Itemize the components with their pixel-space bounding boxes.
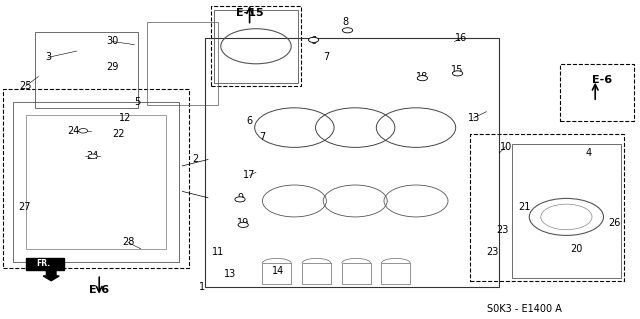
Text: 6: 6 [310,36,317,47]
Text: 12: 12 [118,113,131,123]
Text: 25: 25 [19,81,32,91]
Bar [302,263,331,284]
Text: 9: 9 [237,193,243,203]
Text: 2: 2 [192,154,198,165]
Text: 28: 28 [122,237,134,248]
Bar [560,64,634,121]
Text: 24: 24 [67,126,80,136]
Text: E-15: E-15 [236,8,264,18]
Text: E-6: E-6 [89,285,109,295]
Bar [26,115,166,249]
Text: 20: 20 [570,244,582,254]
Bar [211,6,301,86]
Text: 29: 29 [106,62,118,72]
Bar [262,263,291,284]
Circle shape [88,154,97,159]
Text: 13: 13 [467,113,480,123]
Text: 15: 15 [451,65,464,75]
Text: 7: 7 [323,52,330,63]
Text: 7: 7 [259,132,266,142]
Text: E-6: E-6 [591,75,612,85]
Circle shape [417,76,428,81]
Text: 8: 8 [342,17,349,27]
Text: 26: 26 [608,218,621,228]
Text: 27: 27 [18,202,31,212]
Text: 22: 22 [112,129,125,139]
Text: 23: 23 [496,225,509,235]
Bar [342,263,371,284]
Text: 6: 6 [246,116,253,126]
Text: 16: 16 [454,33,467,43]
Text: 11: 11 [211,247,224,257]
Text: 23: 23 [486,247,499,257]
Text: 5: 5 [134,97,141,107]
Text: S0K3 - E1400 A: S0K3 - E1400 A [488,304,562,315]
Bar [26,258,64,270]
Text: 17: 17 [243,170,256,181]
Text: 1: 1 [198,282,205,292]
Circle shape [452,71,463,76]
Text: 13: 13 [224,269,237,279]
Circle shape [235,197,245,202]
Text: 30: 30 [106,36,118,47]
Text: 19: 19 [237,218,250,228]
Circle shape [238,222,248,227]
Text: 24: 24 [86,151,99,161]
Circle shape [308,37,319,42]
Text: 4: 4 [586,148,592,158]
Bar [381,263,410,284]
Circle shape [342,28,353,33]
Text: 14: 14 [272,266,285,276]
Circle shape [79,129,88,133]
Text: 21: 21 [518,202,531,212]
Text: FR.: FR. [36,259,51,268]
Bar [3,89,189,268]
Text: 18: 18 [416,71,429,82]
Bar [470,134,624,281]
FancyArrow shape [44,266,60,281]
Text: 10: 10 [499,142,512,152]
Text: 3: 3 [45,52,51,63]
